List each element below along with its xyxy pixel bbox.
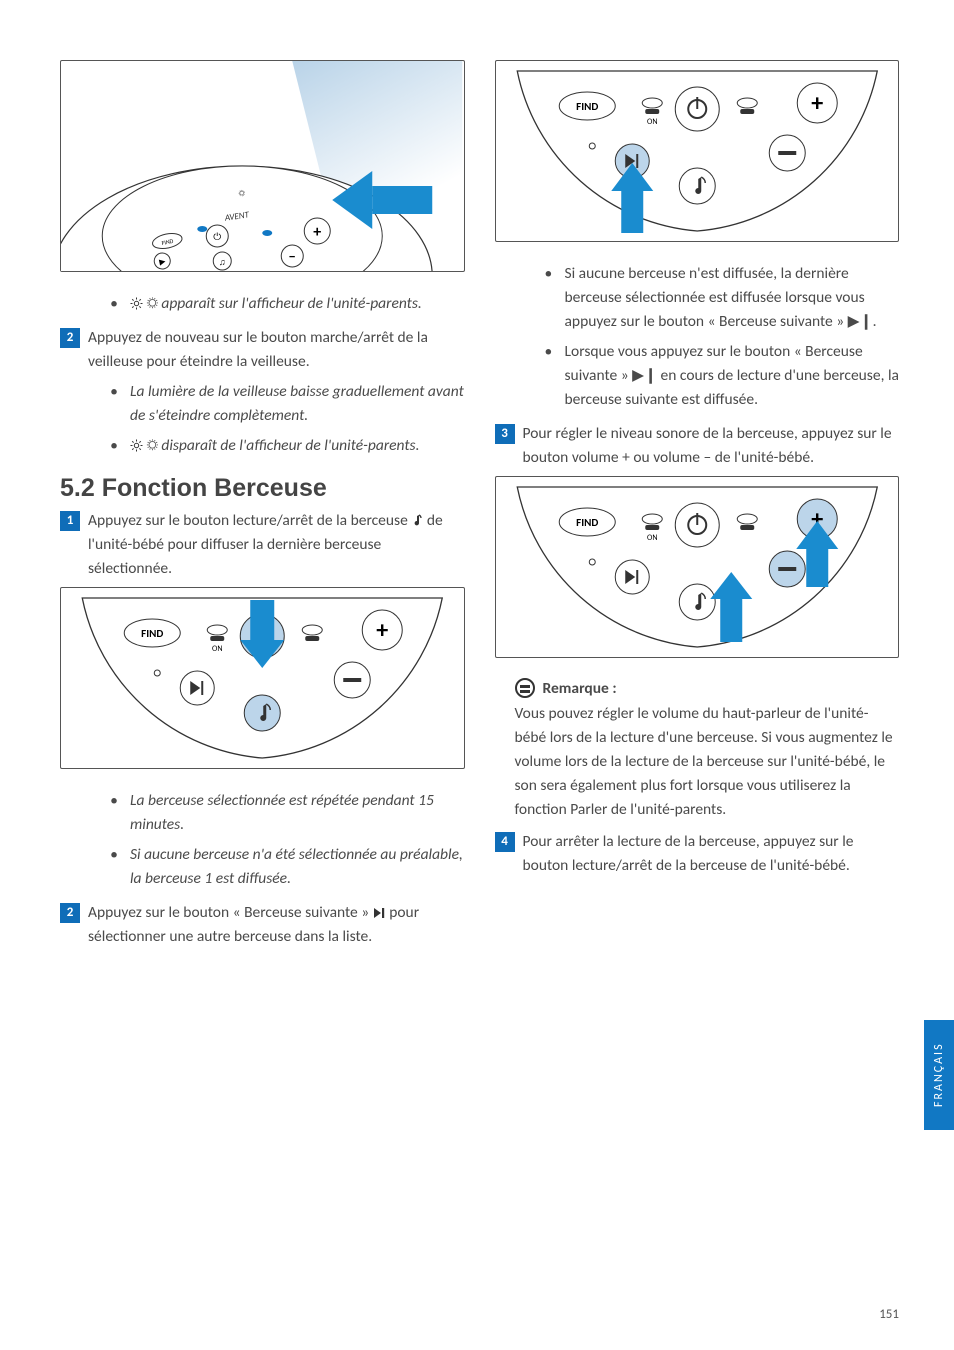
- sun-icon: [130, 439, 143, 452]
- bullet-item: La berceuse sélectionnée est répétée pen…: [110, 789, 465, 837]
- bullet-item: Si aucune berceuse n'est diffusée, la de…: [545, 262, 900, 334]
- heading-lullaby-function: 5.2 Fonction Berceuse: [60, 474, 465, 503]
- left-column: ☼ AVENT FIND ▶ ⏻ ♫ + −: [60, 60, 465, 955]
- svg-text:−: −: [289, 248, 296, 265]
- svg-text:♫: ♫: [219, 257, 226, 268]
- step-number-badge: 2: [60, 328, 80, 348]
- bullet-list-next-lullaby: Si aucune berceuse n'est diffusée, la de…: [495, 262, 900, 412]
- step-2-lullaby: 2 Appuyez sur le bouton « Berceuse suiva…: [60, 901, 465, 949]
- bullet-text: ☼ disparaît de l'afficheur de l'unité-pa…: [147, 436, 420, 455]
- language-tab: FRANÇAIS: [924, 1020, 954, 1130]
- bullet-list-lullaby-repeat: La berceuse sélectionnée est répétée pen…: [60, 789, 465, 891]
- bullet-list-light-fades: La lumière de la veilleuse baisse gradue…: [60, 380, 465, 458]
- next-track-icon: [373, 907, 386, 919]
- svg-text:+: +: [376, 616, 388, 645]
- note-heading-row: Remarque :: [515, 678, 900, 698]
- step-text: Appuyez sur le bouton lecture/arrêt de l…: [88, 509, 465, 581]
- svg-text:+: +: [811, 89, 823, 118]
- bullet-item: Si aucune berceuse n'a été sélectionnée …: [110, 843, 465, 891]
- figure-panel-power: FIND ON +: [60, 587, 465, 769]
- svg-text:FIND: FIND: [576, 100, 598, 113]
- figure-panel-volume: FIND ON +: [495, 476, 900, 658]
- step-number-badge: 3: [495, 424, 515, 444]
- step-2-nightlight: 2 Appuyez de nouveau sur le bouton march…: [60, 326, 465, 374]
- svg-text:FIND: FIND: [141, 627, 163, 640]
- step-text: Appuyez sur le bouton « Berceuse suivant…: [88, 901, 465, 949]
- svg-text:ON: ON: [212, 644, 222, 654]
- sun-icon: [130, 297, 143, 310]
- page-number: 151: [879, 1307, 899, 1322]
- figure-nightlight-unit: ☼ AVENT FIND ▶ ⏻ ♫ + −: [60, 60, 465, 272]
- step-text: Pour arrêter la lecture de la berceuse, …: [523, 830, 900, 878]
- step-number-badge: 2: [60, 903, 80, 923]
- note-label: Remarque :: [543, 679, 617, 698]
- step-text: Appuyez de nouveau sur le bouton marche/…: [88, 326, 465, 374]
- step-4-stop: 4 Pour arrêter la lecture de la berceuse…: [495, 830, 900, 878]
- bullet-item: Lorsque vous appuyez sur le bouton « Ber…: [545, 340, 900, 412]
- right-column: FIND ON +: [495, 60, 900, 955]
- svg-text:+: +: [313, 223, 321, 242]
- step-text: Pour régler le niveau sonore de la berce…: [523, 422, 900, 470]
- music-note-icon: [411, 514, 423, 527]
- bullet-item: ☼ apparaît sur l'afficheur de l'unité-pa…: [110, 292, 465, 316]
- bullet-list-sun-appears: ☼ apparaît sur l'afficheur de l'unité-pa…: [60, 292, 465, 316]
- note-body: Vous pouvez régler le volume du haut-par…: [515, 702, 900, 822]
- figure-panel-next: FIND ON +: [495, 60, 900, 242]
- svg-text:ON: ON: [647, 533, 657, 543]
- step-number-badge: 1: [60, 511, 80, 531]
- svg-text:FIND: FIND: [576, 516, 598, 529]
- step-number-badge: 4: [495, 832, 515, 852]
- bullet-text: ☼ apparaît sur l'afficheur de l'unité-pa…: [147, 294, 422, 313]
- bullet-item: La lumière de la veilleuse baisse gradue…: [110, 380, 465, 428]
- svg-text:ON: ON: [647, 117, 657, 127]
- svg-text:⏻: ⏻: [213, 230, 221, 243]
- step-1-lullaby: 1 Appuyez sur le bouton lecture/arrêt de…: [60, 509, 465, 581]
- bullet-item: ☼ disparaît de l'afficheur de l'unité-pa…: [110, 434, 465, 458]
- step-3-volume: 3 Pour régler le niveau sonore de la ber…: [495, 422, 900, 470]
- note-icon: [515, 678, 535, 698]
